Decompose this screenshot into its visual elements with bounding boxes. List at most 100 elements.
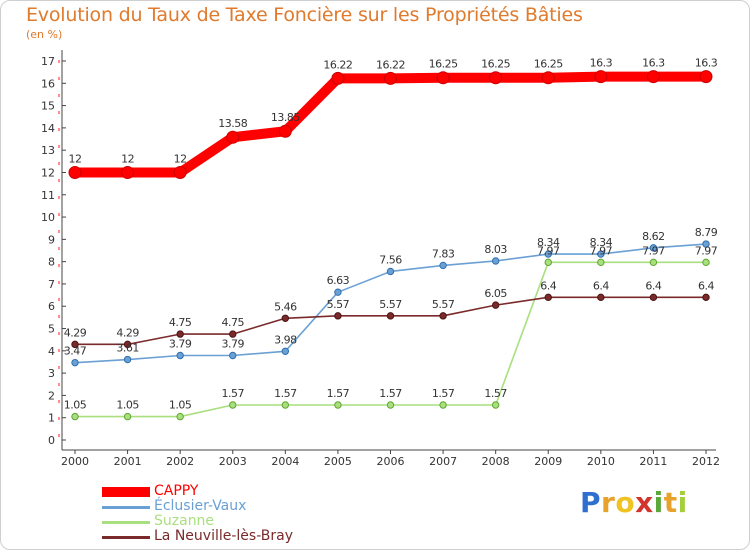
data-label: 7.83 — [432, 247, 455, 260]
legend-swatch-cappy — [102, 487, 150, 497]
legend-item-la-neuville-les-bray: La Neuville-lès-Bray — [102, 528, 362, 544]
data-label: 1.57 — [484, 387, 507, 400]
data-point — [702, 293, 710, 302]
data-point — [229, 351, 237, 360]
data-label: 5.57 — [327, 298, 350, 311]
y-tick-label: 10 — [41, 211, 55, 224]
data-point — [71, 358, 79, 367]
y-tick-label: 3 — [48, 367, 55, 380]
data-label: 6.4 — [540, 279, 556, 292]
data-label: 8.62 — [642, 230, 665, 243]
data-point — [229, 330, 237, 338]
data-point — [386, 312, 395, 320]
x-tick-label: 2012 — [692, 455, 720, 468]
x-tick-label: 2001 — [114, 455, 142, 468]
legend-swatch-suzanne — [102, 520, 150, 524]
legend-item-suzanne: Suzanne — [102, 513, 362, 529]
x-tick-label: 2010 — [587, 455, 615, 468]
legend-item-eclusier-vaux: Éclusier-Vaux — [102, 498, 362, 514]
data-label: 8.34 — [537, 236, 560, 249]
data-label: 1.57 — [274, 387, 297, 400]
data-label: 16.25 — [481, 58, 510, 71]
data-label: 16.25 — [429, 58, 458, 71]
y-tick-label: 16 — [41, 77, 55, 90]
data-point — [71, 412, 79, 421]
data-label: 16.3 — [590, 57, 613, 70]
logo-letter: t — [663, 486, 678, 519]
data-point — [331, 71, 345, 85]
data-label: 5.46 — [274, 300, 297, 313]
x-tick-label: 2011 — [639, 455, 667, 468]
y-tick-label: 12 — [41, 166, 55, 179]
data-label: 13.58 — [218, 117, 247, 130]
data-point — [71, 340, 79, 349]
data-label: 16.22 — [323, 58, 352, 71]
x-tick-label: 2005 — [324, 455, 352, 468]
x-tick-label: 2003 — [219, 455, 247, 468]
legend-label-suzanne: Suzanne — [154, 513, 215, 529]
data-point — [597, 250, 605, 258]
data-point — [597, 258, 605, 267]
data-label: 8.79 — [695, 226, 718, 239]
data-point — [491, 401, 500, 409]
data-label: 7.97 — [695, 244, 718, 257]
legend-label-cappy: CAPPY — [154, 483, 199, 499]
data-point — [281, 347, 290, 355]
data-label: 16.22 — [376, 58, 405, 71]
y-tick-label: 6 — [48, 300, 55, 313]
data-point — [123, 355, 132, 364]
data-point — [176, 330, 184, 338]
data-label: 3.98 — [274, 333, 297, 346]
data-point — [176, 412, 184, 421]
data-point — [491, 301, 500, 309]
chart-unit-label: (en %) — [26, 28, 63, 41]
data-point — [386, 401, 395, 409]
data-point — [334, 401, 342, 409]
data-point — [597, 293, 605, 302]
data-point — [436, 71, 450, 85]
logo-letter: i — [677, 486, 688, 519]
x-tick-label: 2000 — [61, 455, 89, 468]
data-point — [646, 70, 660, 84]
data-point — [544, 250, 552, 258]
data-label: 1.05 — [116, 399, 139, 412]
proxiti-logo: Proxiti — [580, 486, 688, 519]
data-point — [649, 293, 658, 302]
x-tick-label: 2007 — [429, 455, 457, 468]
data-point — [702, 240, 710, 248]
data-label: 13.85 — [271, 111, 300, 124]
y-tick-label: 9 — [48, 233, 55, 246]
y-tick-label: 4 — [48, 345, 55, 358]
data-label: 1.57 — [432, 387, 455, 400]
data-label: 4.75 — [222, 316, 245, 329]
y-tick-label: 1 — [48, 412, 55, 425]
data-label: 3.79 — [169, 338, 192, 351]
data-point — [226, 130, 240, 144]
data-label: 3.61 — [116, 342, 139, 355]
data-point — [121, 165, 135, 179]
data-point — [544, 258, 552, 267]
data-point — [68, 165, 82, 179]
data-point — [384, 71, 397, 85]
data-label: 7.97 — [642, 244, 665, 257]
legend-label-la-neuville-les-bray: La Neuville-lès-Bray — [154, 528, 293, 544]
data-label: 6.4 — [645, 279, 661, 292]
legend-swatch-eclusier-vaux — [102, 505, 150, 509]
logo-letter: o — [615, 486, 636, 519]
data-point — [489, 71, 503, 85]
data-point — [491, 257, 500, 265]
legend-label-eclusier-vaux: Éclusier-Vaux — [154, 498, 247, 514]
data-point — [439, 261, 447, 270]
data-label: 1.05 — [169, 399, 192, 412]
data-label: 7.56 — [379, 253, 402, 266]
data-point — [699, 70, 713, 84]
y-tick-label: 14 — [41, 122, 55, 135]
data-label: 6.05 — [484, 287, 507, 300]
x-tick-label: 2002 — [166, 455, 194, 468]
data-point — [229, 401, 237, 409]
y-tick-label: 2 — [48, 389, 55, 402]
y-tick-label: 0 — [48, 434, 55, 447]
data-label: 1.05 — [64, 399, 87, 412]
